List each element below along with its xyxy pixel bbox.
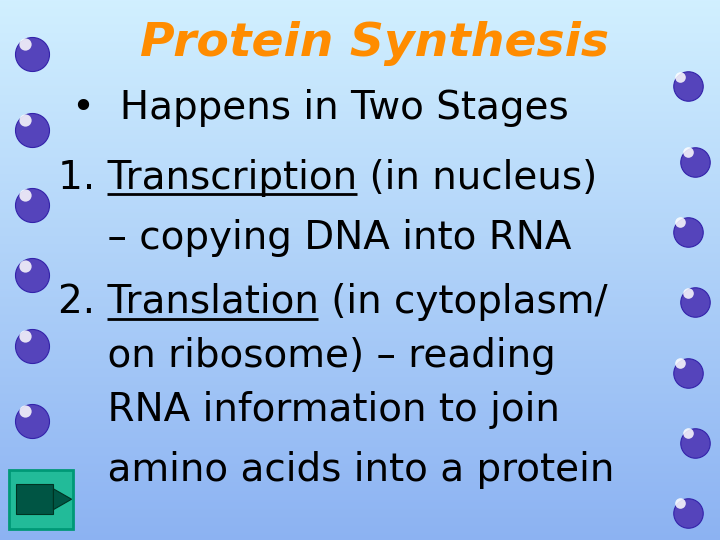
- Point: [675, 359, 686, 367]
- Point: [19, 407, 31, 416]
- Point: [682, 288, 693, 297]
- Text: 2. Translation (in cytoplasm/: 2. Translation (in cytoplasm/: [58, 284, 607, 321]
- Point: [675, 72, 686, 81]
- Point: [27, 125, 38, 134]
- Polygon shape: [53, 489, 71, 510]
- Text: RNA information to join: RNA information to join: [58, 392, 559, 429]
- Text: amino acids into a protein: amino acids into a protein: [58, 451, 614, 489]
- Point: [27, 341, 38, 350]
- Point: [19, 116, 31, 124]
- Point: [19, 40, 31, 49]
- Point: [19, 332, 31, 340]
- Point: [689, 298, 701, 307]
- Point: [27, 271, 38, 280]
- Text: on ribosome) – reading: on ribosome) – reading: [58, 338, 555, 375]
- Point: [19, 483, 31, 491]
- Point: [682, 82, 693, 91]
- Text: •  Happens in Two Stages: • Happens in Two Stages: [72, 89, 569, 127]
- Point: [682, 429, 693, 437]
- Point: [27, 417, 38, 426]
- Point: [682, 228, 693, 237]
- Point: [682, 509, 693, 517]
- Point: [689, 158, 701, 166]
- Point: [675, 218, 686, 227]
- Text: – copying DNA into RNA: – copying DNA into RNA: [58, 219, 571, 256]
- Text: Protein Synthesis: Protein Synthesis: [140, 21, 609, 66]
- Point: [675, 499, 686, 508]
- FancyBboxPatch shape: [16, 484, 53, 514]
- FancyBboxPatch shape: [9, 470, 73, 529]
- Point: [27, 201, 38, 210]
- Point: [19, 261, 31, 270]
- Point: [19, 191, 31, 200]
- Point: [682, 148, 693, 157]
- Point: [689, 438, 701, 447]
- Point: [27, 50, 38, 58]
- Point: [27, 492, 38, 501]
- Point: [682, 368, 693, 377]
- Text: 1. Transcription (in nucleus): 1. Transcription (in nucleus): [58, 159, 597, 197]
